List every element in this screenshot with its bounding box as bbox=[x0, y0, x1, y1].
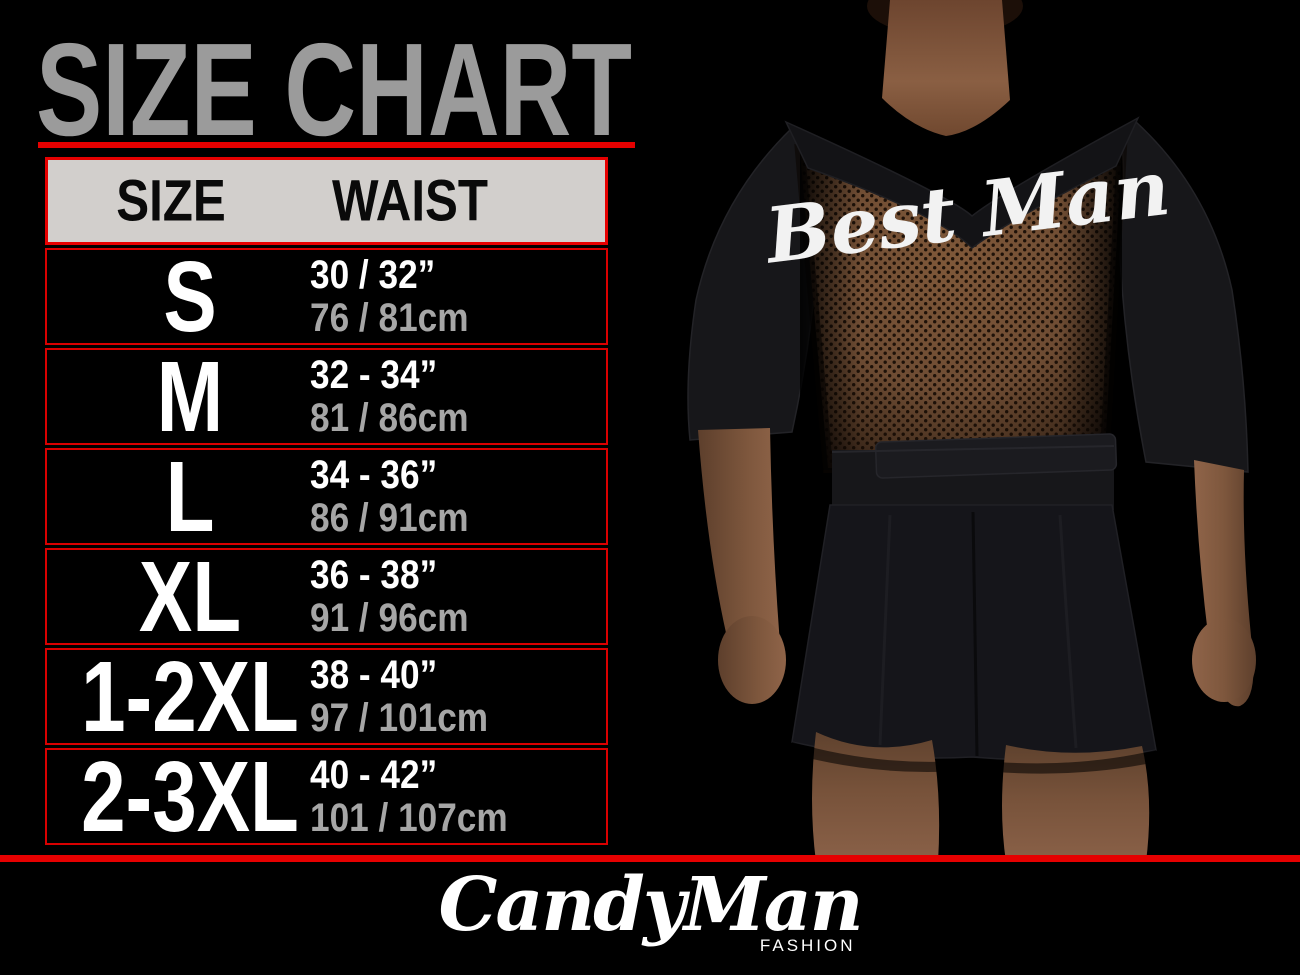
waist-inches: 36 - 38” bbox=[309, 552, 437, 597]
waist-cell: 34 - 36” 86 / 91cm bbox=[309, 452, 469, 540]
left-hand bbox=[718, 616, 786, 704]
waist-inches: 32 - 34” bbox=[309, 352, 437, 397]
header-waist-label: WAIST bbox=[331, 168, 489, 234]
waist-centimeters: 91 / 96cm bbox=[309, 595, 469, 640]
table-row-l: L 34 - 36” 86 / 91cm bbox=[45, 440, 608, 553]
mesh-shade-right bbox=[1060, 145, 1122, 470]
page-title: SIZE CHART bbox=[36, 16, 632, 142]
mesh-shade-left bbox=[800, 145, 860, 470]
bottom-divider bbox=[0, 855, 1300, 862]
waist-inches: 30 / 32” bbox=[309, 252, 435, 297]
header-size-label: SIZE bbox=[115, 168, 226, 234]
waist-centimeters: 101 / 107cm bbox=[309, 795, 508, 840]
waist-inches: 38 - 40” bbox=[309, 652, 437, 697]
waist-cell: 32 - 34” 81 / 86cm bbox=[309, 352, 469, 440]
waist-cell: 38 - 40” 97 / 101cm bbox=[309, 652, 488, 740]
page-title-graphic: SIZE CHART bbox=[36, 16, 632, 142]
model-photo: Best Man bbox=[640, 0, 1300, 862]
size-table: SIZE WAIST S 30 / 32” 76 / 81cm M 32 - 3… bbox=[45, 157, 608, 848]
robe-collar bbox=[784, 116, 1140, 249]
waist-cell: 40 - 42” 101 / 107cm bbox=[309, 752, 508, 840]
belt-tie bbox=[874, 433, 1118, 479]
table-row-s: S 30 / 32” 76 / 81cm bbox=[45, 240, 608, 353]
table-row-2-3xl: 2-3XL 40 - 42” 101 / 107cm bbox=[45, 740, 608, 853]
table-row-xl: XL 36 - 38” 91 / 96cm bbox=[45, 540, 608, 653]
belt-top-edge bbox=[831, 445, 1115, 453]
skirt-center-seam bbox=[971, 511, 979, 757]
brand-logo: CandyMan FASHION bbox=[428, 868, 871, 960]
left-leg bbox=[812, 732, 940, 862]
waist-centimeters: 97 / 101cm bbox=[309, 695, 488, 740]
waist-cell: 36 - 38” 91 / 96cm bbox=[309, 552, 469, 640]
waist-inches: 34 - 36” bbox=[309, 452, 437, 497]
waist-centimeters: 76 / 81cm bbox=[309, 295, 469, 340]
hem-shadow bbox=[792, 742, 1156, 774]
waist-centimeters: 86 / 91cm bbox=[309, 495, 469, 540]
footer: CandyMan FASHION bbox=[0, 862, 1300, 975]
size-cell: 2-3XL bbox=[80, 740, 299, 853]
skirt-fold-left bbox=[878, 514, 892, 746]
waist-inches: 40 - 42” bbox=[309, 752, 437, 797]
table-header: SIZE WAIST bbox=[45, 157, 608, 245]
title-underline bbox=[38, 142, 635, 148]
size-cell: L bbox=[165, 440, 214, 553]
size-cell: S bbox=[162, 240, 217, 353]
waist-centimeters: 81 / 86cm bbox=[309, 395, 469, 440]
model-neck bbox=[882, 0, 1010, 136]
skirt-fold-right bbox=[1058, 514, 1078, 749]
table-row-m: M 32 - 34” 81 / 86cm bbox=[45, 340, 608, 453]
size-cell: M bbox=[156, 340, 223, 453]
right-leg bbox=[1002, 745, 1150, 862]
brand-fashion-label: FASHION bbox=[759, 936, 856, 955]
size-cell: 1-2XL bbox=[80, 640, 299, 753]
waist-cell: 30 / 32” 76 / 81cm bbox=[309, 252, 469, 340]
table-row-1-2xl: 1-2XL 38 - 40” 97 / 101cm bbox=[45, 640, 608, 753]
brand-wordmark: CandyMan bbox=[438, 862, 863, 948]
right-hand bbox=[1192, 618, 1256, 702]
mesh-dots bbox=[800, 148, 1122, 468]
size-cell: XL bbox=[138, 540, 241, 653]
